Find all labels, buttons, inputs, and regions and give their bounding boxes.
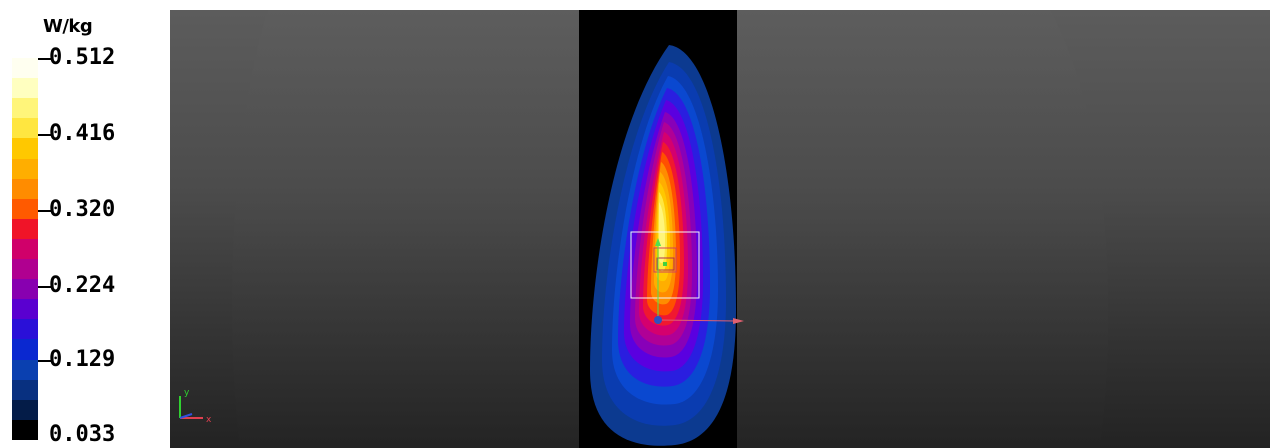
colorbar-segment bbox=[12, 399, 38, 421]
colorbar-tick-label: 0.224 bbox=[49, 273, 116, 298]
colorbar-segment bbox=[12, 279, 38, 300]
colorbar-segment bbox=[12, 118, 38, 139]
colorbar-tick-label: 0.416 bbox=[49, 121, 116, 146]
sar-scene: y x bbox=[179, 10, 1109, 448]
colorbar-tick bbox=[38, 134, 51, 136]
device-outline bbox=[630, 231, 744, 324]
colorbar-segment bbox=[12, 58, 38, 79]
colorbar-segment bbox=[12, 138, 38, 159]
sar-contours bbox=[590, 45, 736, 446]
colorbar-tick-label: 0.129 bbox=[49, 347, 116, 372]
colorbar-tick-label: 0.320 bbox=[49, 197, 116, 222]
colorbar-segment bbox=[12, 98, 38, 119]
colorbar-tick bbox=[38, 210, 51, 212]
colorbar-tick-label: 0.033 bbox=[49, 422, 116, 447]
axis-x-label: x bbox=[206, 415, 212, 425]
colorbar-segment bbox=[12, 419, 38, 441]
colorbar-segment bbox=[12, 198, 38, 220]
colorbar-segment bbox=[12, 259, 38, 280]
colorbar-tick bbox=[38, 286, 51, 288]
colorbar-segment bbox=[12, 158, 38, 180]
colorbar-segment bbox=[12, 339, 38, 361]
colorbar-tick bbox=[38, 360, 51, 362]
colorbar-legend: W/kg 0.512 0.416 0.320 0.224 0.129 0.033 bbox=[0, 0, 170, 448]
colorbar-segment bbox=[12, 218, 38, 240]
colorbar-segment bbox=[12, 238, 38, 260]
colorbar-tick-label: 0.512 bbox=[49, 45, 116, 70]
colorbar-segment bbox=[12, 319, 38, 340]
colorbar bbox=[12, 58, 51, 441]
colorbar-segment bbox=[12, 299, 38, 320]
colorbar-segment bbox=[12, 379, 38, 401]
colorbar-tick bbox=[38, 58, 51, 60]
colorbar-segment bbox=[12, 78, 38, 99]
axis-y-label: y bbox=[184, 388, 190, 398]
axes-triad: y x bbox=[179, 388, 212, 425]
colorbar-segment bbox=[12, 178, 38, 200]
3d-viewport[interactable]: y x bbox=[170, 10, 1270, 448]
colorbar-segment bbox=[12, 359, 38, 381]
legend-unit-label: W/kg bbox=[43, 16, 93, 37]
